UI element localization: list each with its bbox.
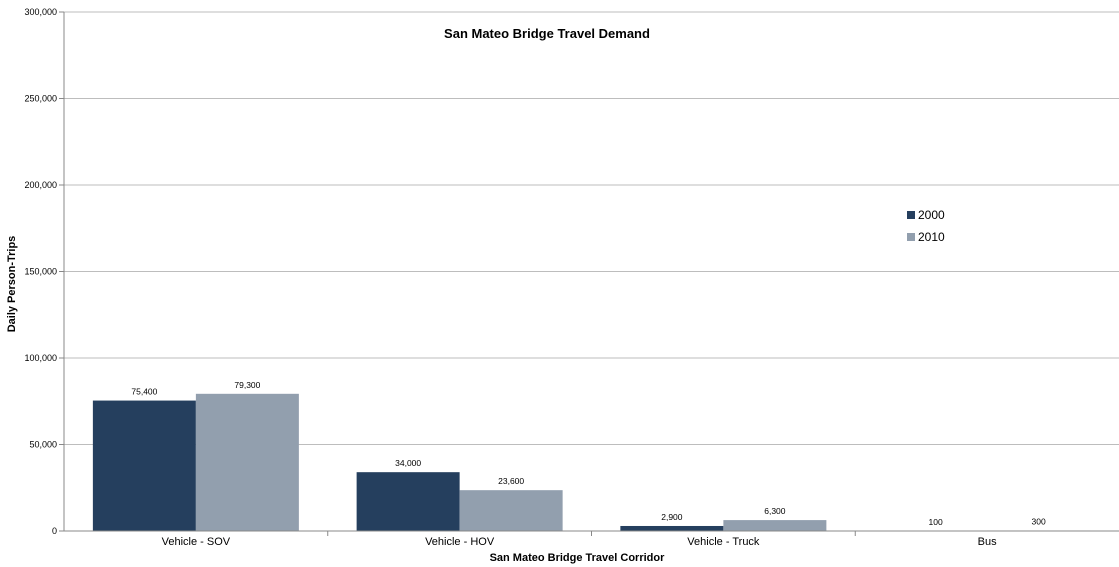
y-tick-label: 100,000 bbox=[24, 353, 57, 363]
data-label: 34,000 bbox=[395, 458, 421, 468]
bar-2000-1 bbox=[356, 472, 460, 531]
bar-2000-2 bbox=[620, 525, 724, 531]
data-label: 300 bbox=[1032, 516, 1046, 526]
y-tick-label: 300,000 bbox=[24, 7, 57, 17]
legend-label-2000: 2000 bbox=[918, 208, 945, 222]
bar-2000-0 bbox=[92, 400, 196, 531]
bar-2010-0 bbox=[195, 393, 299, 531]
data-labels: 75,400 79,300 34,000 23,600 2,900 6,300 100 300 bbox=[131, 380, 1046, 527]
y-tick-label: 150,000 bbox=[24, 267, 57, 277]
data-label: 2,900 bbox=[661, 512, 683, 522]
x-tick-label: Vehicle - Truck bbox=[687, 536, 760, 548]
chart-title: San Mateo Bridge Travel Demand bbox=[444, 26, 650, 41]
x-axis-title: San Mateo Bridge Travel Corridor bbox=[490, 552, 666, 564]
data-label: 23,600 bbox=[498, 476, 524, 486]
gridlines bbox=[64, 11, 1119, 445]
legend: 2000 2010 bbox=[907, 208, 945, 244]
y-tick-label: 0 bbox=[52, 526, 57, 536]
legend-label-2010: 2010 bbox=[918, 230, 945, 244]
y-axis-title: Daily Person-Trips bbox=[6, 236, 18, 333]
y-tick-label: 250,000 bbox=[24, 94, 57, 104]
bar-2010-2 bbox=[723, 520, 827, 531]
x-tick-label: Bus bbox=[978, 536, 997, 548]
legend-swatch-2000 bbox=[907, 211, 915, 219]
bar-2010-1 bbox=[459, 490, 563, 531]
data-label: 79,300 bbox=[234, 380, 260, 390]
x-tick-label: Vehicle - SOV bbox=[162, 536, 231, 548]
y-tick-label: 200,000 bbox=[24, 180, 57, 190]
bars bbox=[92, 393, 1091, 531]
y-axis-ticks: 0 50,000 100,000 150,000 200,000 250,000 300,0… bbox=[24, 7, 64, 536]
legend-swatch-2010 bbox=[907, 233, 915, 241]
x-tick-label: Vehicle - HOV bbox=[425, 536, 495, 548]
data-label: 75,400 bbox=[131, 387, 157, 397]
x-axis-ticks: Vehicle - SOV Vehicle - HOV Vehicle - Truc… bbox=[162, 531, 997, 548]
data-label: 6,300 bbox=[764, 506, 786, 516]
y-tick-label: 50,000 bbox=[29, 440, 57, 450]
data-label: 100 bbox=[929, 517, 943, 527]
